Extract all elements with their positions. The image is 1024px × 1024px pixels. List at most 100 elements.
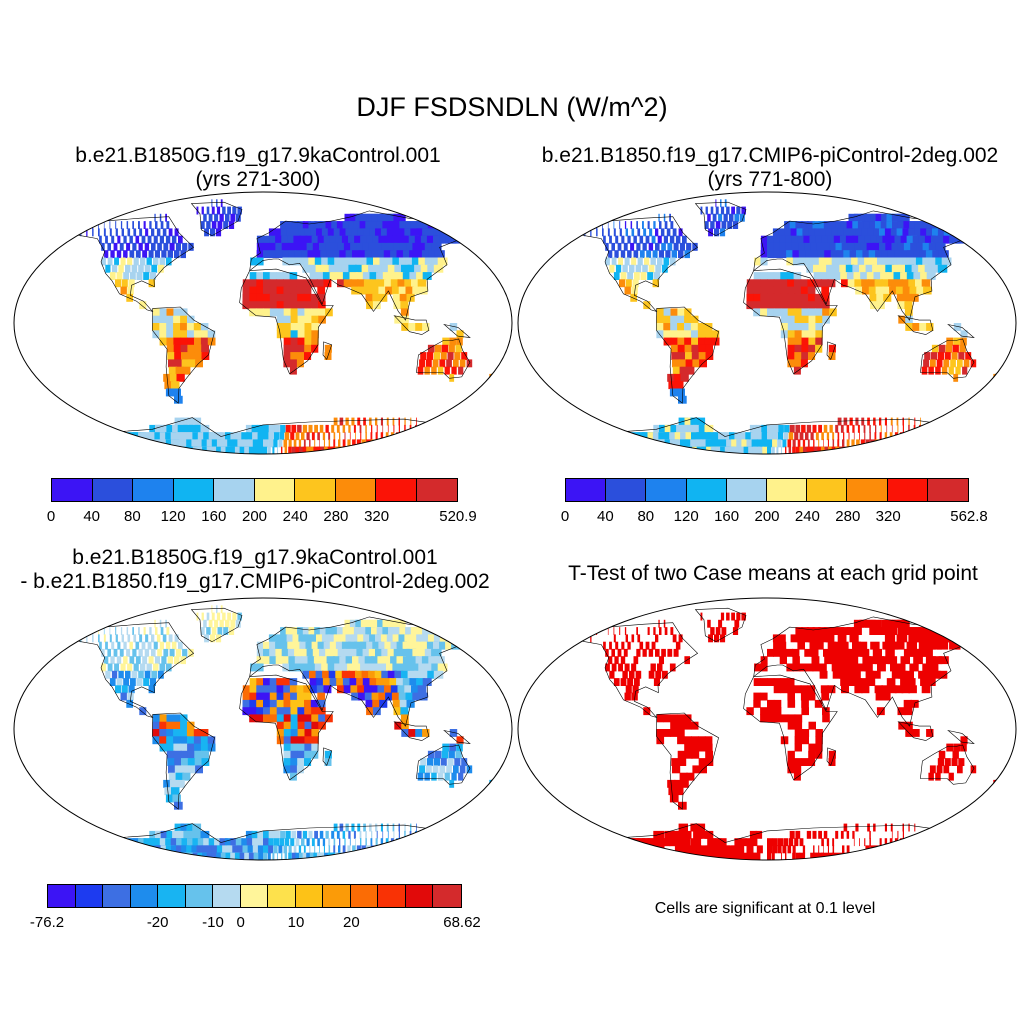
grid-cell [387, 242, 398, 251]
grid-cell [187, 337, 195, 346]
grid-cell [629, 670, 635, 679]
grid-cell [410, 228, 422, 237]
grid-cell [800, 685, 809, 694]
grid-cell [392, 852, 428, 860]
grid-cell [677, 308, 685, 317]
grid-cell [256, 707, 264, 716]
grid-cell [386, 257, 395, 266]
grid-cell [311, 641, 320, 650]
grid-cell [276, 301, 285, 310]
grid-cell [182, 242, 188, 251]
grid-cell [397, 685, 407, 694]
coastline [190, 201, 243, 237]
grid-cell [391, 286, 401, 295]
grid-cell [869, 424, 871, 433]
grid-cell [155, 446, 185, 454]
grid-cell [884, 845, 891, 854]
grid-cell [420, 264, 430, 273]
grid-cell [235, 619, 241, 628]
grid-cell [220, 199, 223, 208]
grid-cell [656, 729, 664, 737]
grid-cell [380, 228, 392, 237]
grid-cell [355, 213, 366, 222]
grid-cell [311, 330, 319, 339]
grid-cell [848, 432, 850, 441]
grid-cell [415, 250, 426, 259]
grid-cell [359, 221, 370, 229]
grid-cell [773, 250, 781, 259]
case1-tick-label: 40 [83, 508, 101, 525]
grid-cell [794, 337, 802, 346]
grid-cell [406, 648, 417, 657]
grid-cell [420, 758, 427, 766]
grid-cell [417, 439, 428, 448]
grid-cell [777, 838, 783, 847]
grid-cell [276, 279, 284, 288]
grid-cell [867, 279, 877, 288]
grid-cell [940, 830, 944, 839]
grid-cell [924, 352, 931, 360]
grid-cell [242, 301, 250, 310]
grid-cell [201, 344, 209, 353]
grid-cell [608, 439, 627, 448]
grid-cell [219, 432, 228, 441]
grid-cell [794, 721, 803, 730]
grid-cell [792, 656, 800, 665]
grid-cell [773, 685, 782, 694]
grid-cell [290, 308, 299, 317]
grid-cell [355, 670, 364, 679]
grid-cell [253, 852, 260, 860]
grid-cell [806, 627, 815, 635]
grid-cell [200, 627, 205, 635]
grid-cell [815, 330, 823, 339]
grid-cell [801, 301, 809, 310]
grid-cell [746, 439, 754, 448]
grid-cell [181, 432, 192, 441]
grid-cell [135, 845, 152, 854]
grid-cell [250, 257, 258, 266]
grid-cell [864, 446, 890, 454]
grid-cell [180, 417, 190, 426]
grid-cell [794, 352, 802, 360]
grid-cell [283, 721, 292, 730]
grid-cell [846, 439, 850, 448]
grid-cell [661, 670, 668, 679]
grid-cell [200, 743, 209, 752]
grid-cell [129, 678, 136, 686]
grid-cell [625, 228, 628, 237]
grid-cell [792, 257, 801, 266]
grid-cell [864, 852, 890, 860]
grid-cell [619, 627, 621, 635]
grid-cell [894, 432, 898, 441]
grid-cell [886, 272, 896, 280]
grid-cell [363, 852, 391, 860]
grid-cell [114, 845, 133, 854]
grid-cell [632, 685, 639, 694]
grid-cell [617, 446, 657, 454]
grid-cell [431, 439, 443, 448]
grid-cell [941, 432, 947, 441]
grid-cell [596, 228, 598, 237]
grid-cell [353, 663, 363, 672]
grid-cell [792, 663, 801, 672]
grid-cell [135, 641, 140, 650]
grid-cell [299, 852, 306, 860]
grid-cell [951, 838, 958, 847]
grid-cell [227, 439, 236, 448]
grid-cell [150, 446, 181, 454]
grid-cell [343, 685, 352, 694]
grid-cell [119, 845, 137, 854]
grid-cell [794, 743, 802, 752]
gridded-field [58, 605, 499, 860]
grid-cell [289, 685, 298, 694]
grid-cell [323, 235, 333, 244]
grid-cell [283, 352, 291, 360]
grid-cell [795, 852, 801, 860]
grid-cell [851, 663, 860, 672]
grid-cell [788, 446, 792, 454]
grid-cell [275, 641, 283, 650]
grid-cell [710, 206, 714, 215]
grid-cell [126, 242, 131, 251]
grid-cell [809, 641, 818, 650]
grid-cell [948, 627, 963, 635]
